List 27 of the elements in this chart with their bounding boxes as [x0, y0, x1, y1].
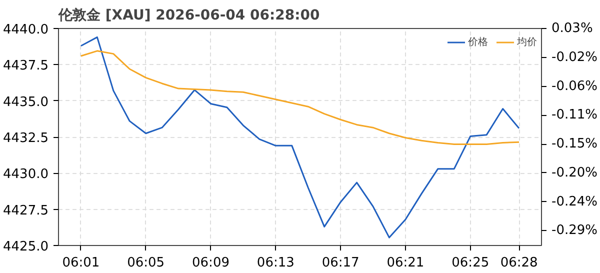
x-tick-label: 06:25	[452, 256, 490, 270]
line-series	[80, 50, 520, 145]
y2-tick-label: 0.03%	[552, 21, 593, 36]
y-tick-label: 4430.0	[3, 167, 49, 182]
y-tick-label: 4440.0	[3, 22, 49, 38]
x-tick-label: 06:17	[322, 256, 360, 270]
x-tick-label: 06:13	[256, 256, 294, 270]
y2-tick-label: -0.11%	[552, 108, 598, 123]
legend-label: 价格	[468, 36, 488, 49]
y-tick-label: 4427.5	[3, 203, 49, 218]
y-tick-label: 4432.5	[3, 131, 49, 146]
y2-tick-label: -0.02%	[552, 50, 598, 65]
y-tick-label: 4425.0	[3, 240, 49, 254]
x-tick-label: 06:21	[386, 256, 424, 270]
x-tick-label: 06:01	[62, 256, 100, 270]
y-tick-label: 4435.0	[3, 94, 49, 110]
y2-tick-label: -0.06%	[552, 78, 598, 94]
chart-title: 伦敦金 [XAU] 2026-06-04 06:28:00	[58, 6, 320, 24]
legend-label: 均价	[517, 36, 537, 49]
y2-tick-label: -0.29%	[552, 223, 598, 238]
x-tick-label: 06:09	[192, 256, 230, 270]
y2-tick-label: -0.15%	[552, 136, 598, 152]
y2-tick-label: -0.20%	[552, 165, 598, 180]
x-tick-label: 06:05	[127, 256, 165, 270]
y-tick-label: 4437.5	[3, 58, 49, 74]
x-tick-label: 06:28	[500, 256, 538, 270]
y2-tick-label: -0.24%	[552, 194, 598, 210]
